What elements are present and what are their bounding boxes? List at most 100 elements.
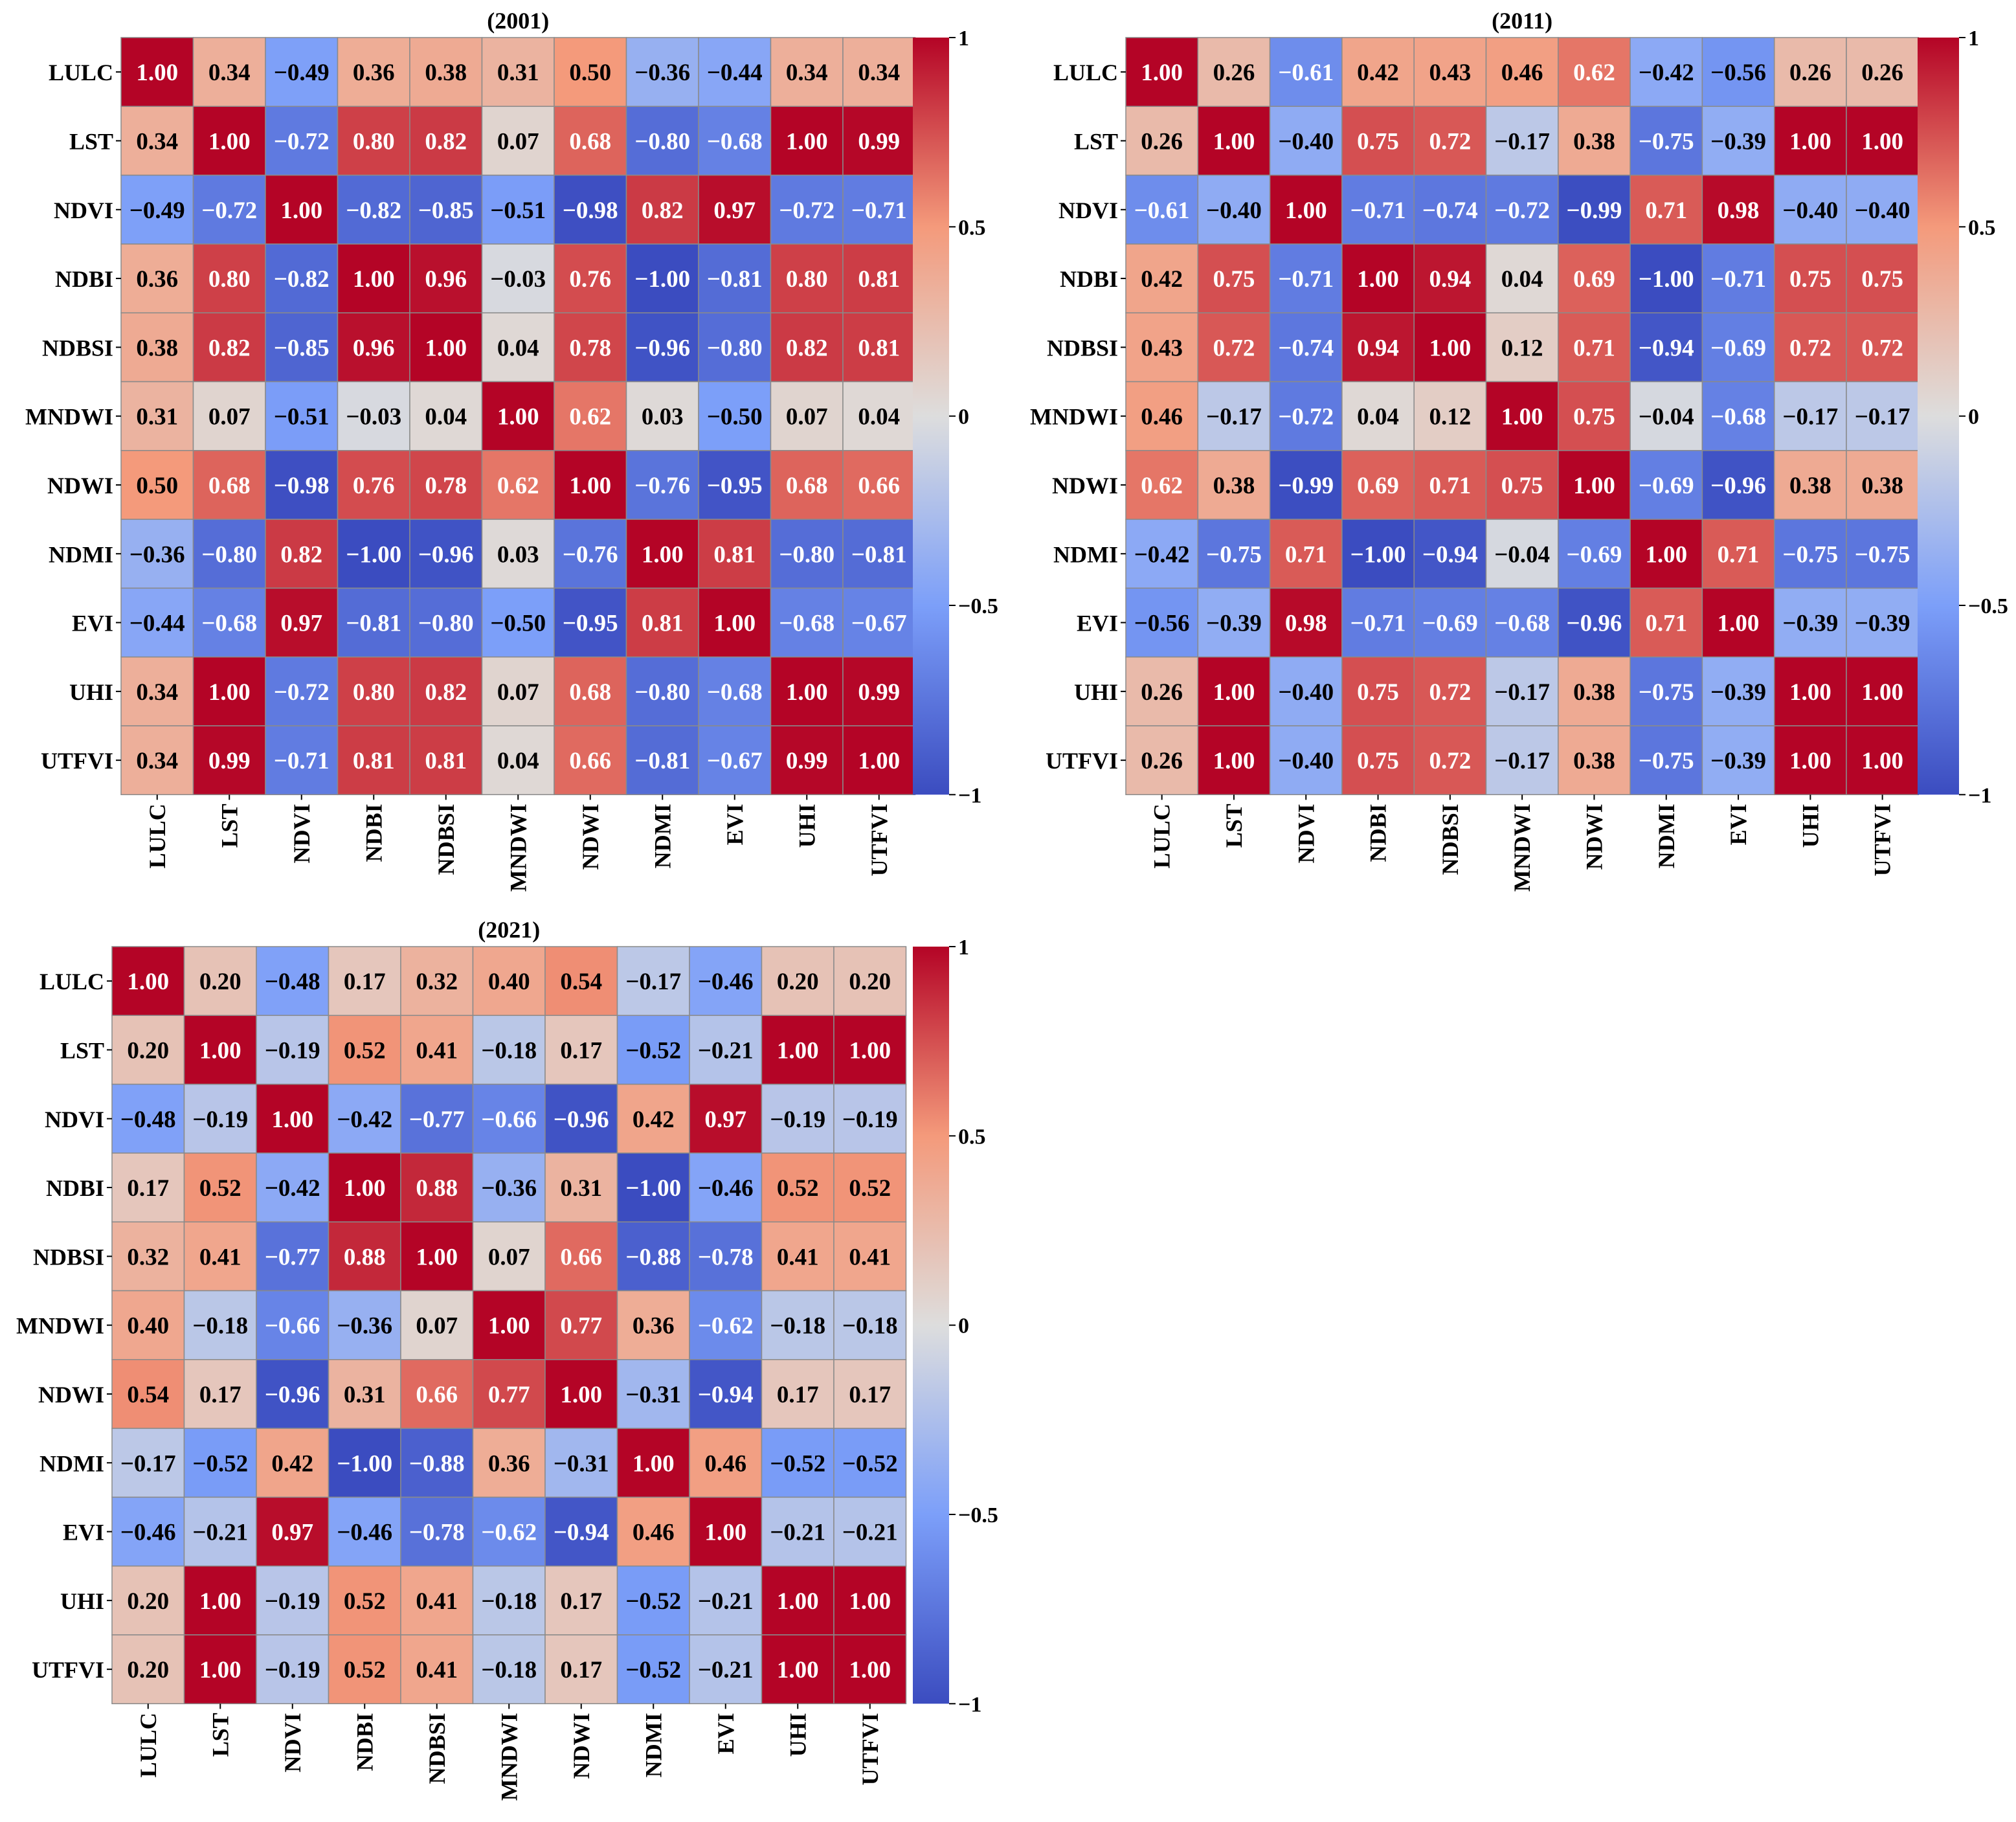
- heatmap-cell: [833, 1634, 907, 1705]
- cell-value-label: −0.40: [1855, 197, 1910, 224]
- heatmap-cell: [1773, 312, 1847, 383]
- cell-value-label: 0.42: [1141, 266, 1183, 293]
- cell-value-label: 0.17: [344, 969, 386, 995]
- heatmap-cell: [1558, 725, 1631, 796]
- heatmap-cell: [111, 1083, 185, 1154]
- heatmap-cell: [1630, 587, 1703, 658]
- cell-value-label: 0.52: [344, 1588, 386, 1615]
- heatmap-cell: [1269, 312, 1343, 383]
- x-tick-label: NDMI: [1653, 804, 1679, 868]
- heatmap-cell: [625, 37, 699, 107]
- cell-value-label: 1.00: [560, 1382, 602, 1408]
- heatmap-cell: [481, 725, 555, 796]
- cell-value-label: −0.36: [634, 60, 690, 86]
- cell-value-label: 0.75: [1357, 748, 1399, 774]
- heatmap-cell: [1125, 174, 1199, 245]
- heatmap-cell: [1485, 243, 1559, 313]
- cell-value-label: 1.00: [849, 1037, 891, 1064]
- cell-value-label: 0.50: [136, 473, 178, 499]
- cell-value-label: −0.95: [563, 611, 618, 637]
- cell-value-label: 1.00: [1357, 266, 1399, 293]
- cell-value-label: 0.34: [136, 748, 178, 774]
- heatmap-cell: [689, 1153, 763, 1222]
- heatmap-cell: [1630, 450, 1703, 520]
- heatmap-cell: [625, 587, 699, 658]
- cell-value-label: −1.00: [1350, 541, 1406, 568]
- cell-value-label: 0.52: [849, 1175, 891, 1202]
- cell-value-label: 1.00: [786, 679, 828, 706]
- heatmap-cell: [472, 1221, 546, 1292]
- cell-value-label: 0.82: [786, 335, 828, 361]
- heatmap-cell: [120, 450, 194, 520]
- x-tick-label: EVI: [722, 804, 748, 845]
- heatmap-cell: [1269, 450, 1343, 520]
- x-tick-label: NDVI: [280, 1713, 306, 1772]
- cell-value-label: 0.71: [1573, 335, 1615, 361]
- cell-value-label: −0.80: [418, 611, 474, 637]
- cell-value-label: −0.17: [1782, 404, 1838, 431]
- heatmap-cell: [1341, 243, 1415, 313]
- cell-value-label: 0.71: [1645, 611, 1687, 637]
- x-tick-label: NDBI: [352, 1713, 377, 1771]
- cell-value-label: −0.69: [1422, 611, 1478, 637]
- heatmap-cell: [1413, 656, 1487, 726]
- cell-value-label: 0.26: [1213, 60, 1255, 86]
- cell-value-label: −0.74: [1278, 335, 1334, 361]
- cell-value-label: −0.94: [698, 1382, 754, 1408]
- heatmap-cell: [770, 37, 844, 107]
- heatmap-cell: [481, 106, 555, 176]
- cell-value-label: 0.99: [786, 748, 828, 774]
- heatmap-cell: [842, 450, 916, 520]
- x-tick-label: LULC: [144, 804, 170, 868]
- heatmap-cell: [481, 37, 555, 107]
- y-tick-label: NDWI: [47, 473, 113, 499]
- heatmap-cell: [1413, 381, 1487, 451]
- heatmap-cell: [689, 1496, 763, 1567]
- cell-value-label: −0.61: [1134, 197, 1190, 224]
- heatmap-cell: [1413, 519, 1487, 589]
- cell-value-label: −0.68: [201, 611, 257, 637]
- cell-value-label: 0.07: [786, 404, 828, 431]
- cell-value-label: 0.07: [497, 679, 539, 706]
- heatmap-cell: [1558, 106, 1631, 176]
- y-tick-label: NDBSI: [1047, 335, 1118, 361]
- cell-value-label: 0.34: [136, 679, 178, 706]
- heatmap-cell: [1773, 381, 1847, 451]
- cell-value-label: 0.41: [777, 1244, 819, 1270]
- cell-value-label: 1.00: [271, 1107, 313, 1133]
- cell-value-label: −0.21: [698, 1588, 754, 1615]
- x-tick-label: MNDWI: [1509, 804, 1535, 892]
- cell-value-label: 0.38: [425, 60, 467, 86]
- heatmap-cell: [761, 1083, 834, 1154]
- cell-value-label: 0.97: [271, 1520, 313, 1546]
- x-tick-label: UHI: [1797, 804, 1823, 848]
- heatmap-cell: [409, 37, 483, 107]
- heatmap-cell: [842, 725, 916, 796]
- heatmap-cell: [698, 312, 772, 383]
- heatmap-cell: [328, 1634, 401, 1705]
- cell-value-label: 1.00: [777, 1657, 819, 1683]
- heatmap-cell: [183, 1015, 257, 1085]
- cell-value-label: −0.56: [1134, 611, 1190, 637]
- cell-value-label: −0.69: [1567, 541, 1622, 568]
- heatmap-cell: [1197, 381, 1271, 451]
- heatmap-cell: [1630, 37, 1703, 107]
- cell-value-label: −0.21: [770, 1520, 825, 1546]
- cell-value-label: 1.00: [713, 611, 756, 637]
- heatmap-cell: [192, 106, 266, 176]
- x-tick-label: NDBI: [1365, 804, 1391, 862]
- heatmap-cell: [111, 1496, 185, 1567]
- cell-value-label: −0.72: [779, 197, 834, 224]
- colorbar-tick-label: 0.5: [958, 1125, 986, 1149]
- heatmap-cell: [1269, 37, 1343, 107]
- heatmap-cell: [544, 1221, 618, 1292]
- cell-value-label: −1.00: [634, 266, 690, 293]
- cell-value-label: −0.96: [634, 335, 690, 361]
- cell-value-label: 1.00: [1429, 335, 1471, 361]
- cell-value-label: 0.40: [127, 1313, 169, 1340]
- cell-value-label: 1.00: [1789, 128, 1831, 155]
- cell-value-label: 0.75: [1213, 266, 1255, 293]
- cell-value-label: −0.81: [707, 266, 763, 293]
- colorbar-tick-label: 0: [958, 405, 969, 429]
- heatmap-cell: [111, 946, 185, 1017]
